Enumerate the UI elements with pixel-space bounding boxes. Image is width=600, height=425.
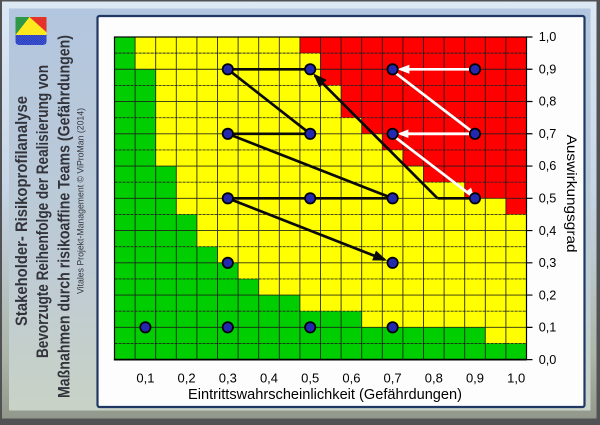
svg-text:Bevorzugte Reihenfolge der Rea: Bevorzugte Reihenfolge der Realisierung …: [33, 65, 52, 358]
svg-text:Auswirkungsgrad: Auswirkungsgrad: [564, 135, 580, 253]
svg-text:Maßnahmen durch risikoaffine T: Maßnahmen durch risikoaffine Teams (Gefä…: [54, 35, 73, 398]
svg-text:0,9: 0,9: [539, 63, 557, 77]
svg-text:0,7: 0,7: [539, 127, 557, 141]
svg-text:Stakeholder- Risikoprofilanaly: Stakeholder- Risikoprofilanalyse: [12, 96, 31, 326]
svg-text:1,0: 1,0: [539, 30, 557, 44]
svg-text:0,1: 0,1: [539, 321, 557, 335]
svg-text:0,6: 0,6: [539, 159, 557, 173]
svg-text:0,2: 0,2: [178, 370, 196, 385]
svg-text:0,2: 0,2: [539, 288, 557, 302]
svg-text:0,5: 0,5: [301, 370, 319, 385]
svg-text:0,5: 0,5: [539, 192, 557, 206]
svg-text:0,0: 0,0: [539, 353, 557, 367]
svg-text:0,9: 0,9: [466, 370, 484, 385]
svg-text:0,6: 0,6: [342, 370, 360, 385]
svg-text:0,7: 0,7: [384, 370, 402, 385]
svg-text:0,8: 0,8: [425, 370, 443, 385]
svg-text:0,4: 0,4: [539, 224, 557, 238]
svg-text:0,4: 0,4: [260, 370, 278, 385]
svg-text:0,1: 0,1: [136, 370, 154, 385]
svg-text:0,3: 0,3: [539, 256, 557, 270]
svg-text:1,0: 1,0: [507, 370, 525, 385]
svg-text:0,8: 0,8: [539, 95, 557, 109]
svg-text:Eintrittswahrscheinlichkeit (G: Eintrittswahrscheinlichkeit (Gefährdunge…: [188, 387, 462, 403]
svg-text:0,3: 0,3: [219, 370, 237, 385]
svg-text:Vitales Projekt-Management © V: Vitales Projekt-Management © ViProMan (2…: [76, 108, 86, 294]
